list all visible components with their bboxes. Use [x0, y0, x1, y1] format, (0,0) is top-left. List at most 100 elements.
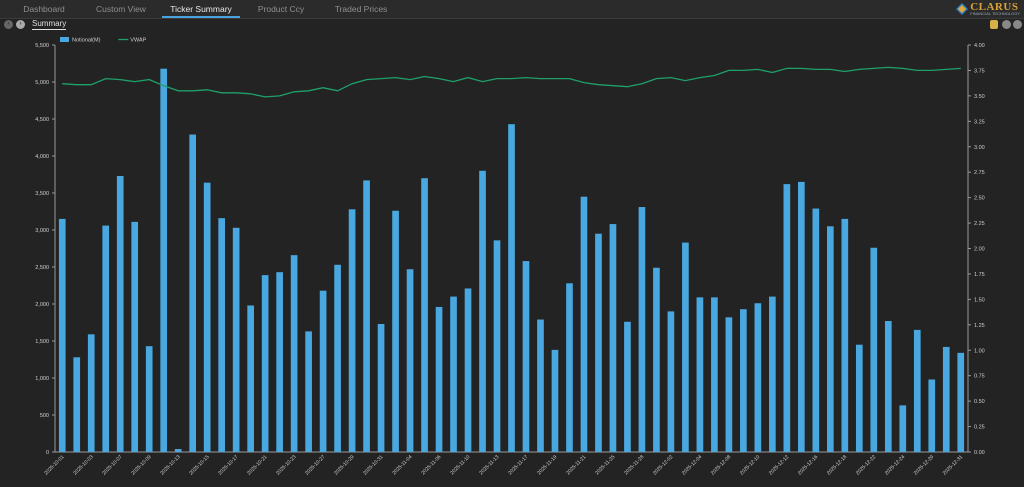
x-tick-label: 2025-12-29 [913, 454, 935, 476]
bar [218, 218, 225, 452]
bar [711, 297, 718, 452]
bar [479, 170, 486, 453]
bar [377, 323, 385, 452]
x-tick-label: 2025-11-10 [449, 454, 471, 476]
bar [232, 227, 240, 452]
bar [305, 331, 312, 452]
left-tick-label: 5,000 [35, 80, 49, 86]
right-tick-label: 0.25 [974, 425, 985, 431]
bar [899, 405, 907, 452]
right-tick-label: 0.50 [974, 399, 985, 405]
right-tick-label: 2.25 [974, 221, 985, 227]
bar [855, 344, 863, 452]
tab-dashboard[interactable]: Dashboard [23, 4, 65, 14]
top-navigation-bar: Dashboard Custom View Ticker Summary Pro… [0, 0, 1024, 19]
right-tick-label: 3.50 [974, 94, 985, 100]
bar [406, 269, 414, 452]
logo-text: CLARUS [970, 1, 1019, 13]
bar [319, 290, 327, 452]
left-tick-label: 2,000 [35, 302, 49, 308]
tab-summary[interactable]: Summary [32, 19, 67, 30]
x-tick-label: 2025-11-13 [478, 454, 500, 476]
tab-traded-prices[interactable]: Traded Prices [334, 4, 388, 14]
bar [551, 349, 559, 452]
bar [145, 346, 153, 452]
x-tick-label: 2025-10-23 [275, 454, 297, 476]
x-tick-label: 2025-12-12 [768, 454, 790, 476]
right-tick-label: 1.75 [974, 272, 985, 278]
bar [624, 321, 631, 452]
bar [276, 272, 283, 452]
left-tick-label: 1,000 [35, 376, 49, 382]
right-tick-label: 2.00 [974, 247, 985, 253]
left-tick-label: 500 [40, 413, 49, 419]
bar [769, 296, 776, 452]
bar [363, 180, 370, 453]
bar [261, 275, 269, 452]
chart-svg: 0 500 1,000 1,500 2,000 2,500 3,000 3,500 4,000 4… [35, 37, 985, 477]
right-tick-label: 3.75 [974, 68, 985, 74]
left-tick-label: 2,500 [35, 265, 49, 271]
bar [508, 124, 515, 453]
bar [638, 207, 646, 452]
bar [928, 379, 936, 452]
settings-icon[interactable] [1002, 20, 1011, 29]
bar [609, 224, 617, 452]
right-tick-label: 2.75 [974, 170, 985, 176]
x-tick-label: 2025-11-04 [391, 454, 413, 476]
x-tick-label: 2025-10-13 [159, 454, 181, 476]
bar [116, 175, 124, 453]
x-tick-label: 2025-11-25 [594, 454, 616, 476]
bar [247, 305, 254, 452]
x-tick-label: 2025-11-28 [623, 454, 645, 476]
bar [421, 178, 428, 452]
bar [870, 247, 878, 452]
bar [464, 288, 472, 452]
legend-swatch [60, 37, 69, 42]
logo-mark-icon [956, 3, 969, 15]
right-tick-label: 0.00 [974, 450, 985, 456]
x-tick-label: 2025-12-24 [884, 454, 906, 476]
back-icon[interactable]: ‹ [4, 20, 13, 29]
forward-icon[interactable]: › [16, 20, 25, 29]
bar [653, 267, 660, 452]
bar [580, 196, 588, 452]
tab-product-ccy[interactable]: Product Ccy [257, 4, 305, 14]
x-tick-label: 2025-12-16 [797, 454, 819, 476]
left-tick-label: 5,500 [35, 43, 49, 49]
sub-toolbar: ‹ › Summary [0, 19, 1024, 31]
legend-label: Notional(M) [72, 38, 101, 44]
left-tick-label: 4,500 [35, 117, 49, 123]
x-tick-label: 2025-12-02 [652, 454, 674, 476]
bar [160, 68, 168, 453]
x-tick-label: 2025-10-01 [43, 454, 65, 476]
bar [783, 184, 791, 452]
bar [58, 218, 66, 452]
bar [913, 329, 921, 452]
x-tick-label: 2025-10-15 [188, 454, 210, 476]
right-tick-label: 3.00 [974, 145, 985, 151]
bar [725, 317, 733, 452]
x-tick-label: 2025-10-31 [362, 454, 384, 476]
x-tick-label: 2025-12-22 [855, 454, 877, 476]
note-icon[interactable] [990, 20, 998, 29]
bar [102, 225, 110, 452]
left-tick-label: 3,000 [35, 228, 49, 234]
x-tick-label: 2025-10-27 [304, 454, 326, 476]
tab-custom-view[interactable]: Custom View [96, 4, 146, 14]
vwap-line [62, 66, 961, 98]
x-tick-label: 2025-10-29 [333, 454, 355, 476]
tab-ticker-summary[interactable]: Ticker Summary [162, 0, 240, 18]
x-tick-label: 2025-10-03 [72, 454, 94, 476]
x-tick-label: 2025-12-10 [739, 454, 761, 476]
bar [595, 233, 602, 452]
close-icon[interactable] [1013, 20, 1022, 29]
bar [189, 134, 197, 452]
bar [667, 311, 675, 452]
bar [754, 303, 762, 452]
right-tick-label: 1.00 [974, 348, 985, 354]
right-tick-label: 2.50 [974, 196, 985, 202]
bar [348, 209, 356, 452]
bar [841, 218, 849, 452]
bar [566, 283, 573, 452]
